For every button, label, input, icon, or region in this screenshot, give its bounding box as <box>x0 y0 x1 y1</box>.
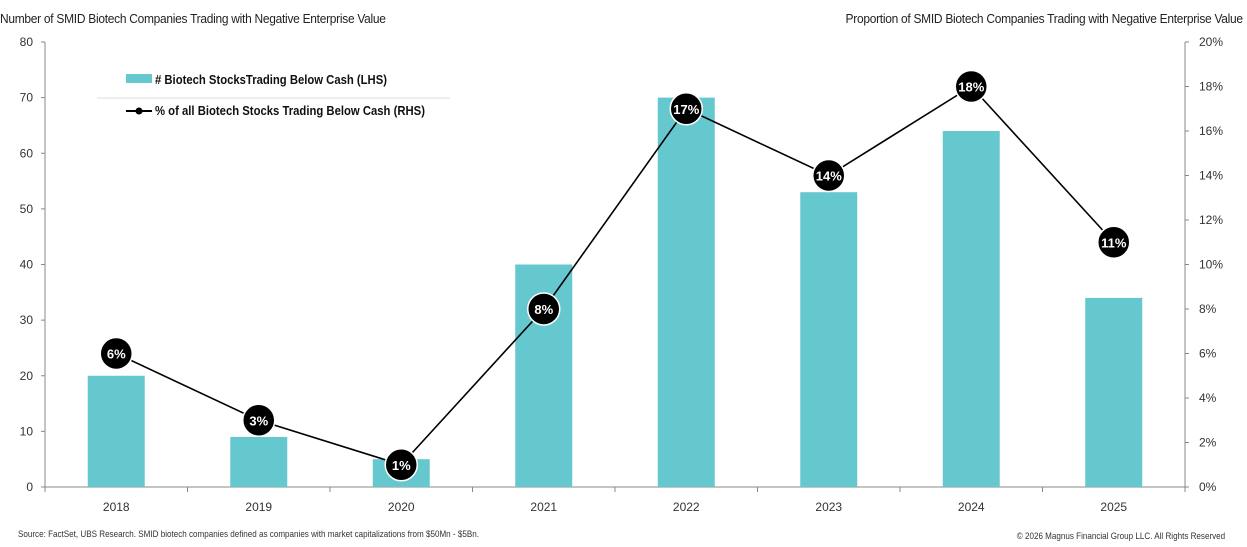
line-point-2025 <box>1097 225 1131 259</box>
bar-2025 <box>1085 297 1143 487</box>
line-point-2023 <box>812 158 846 193</box>
data-label: 18% <box>958 80 984 95</box>
source-note: Source: FactSet, UBS Research. SMID biot… <box>18 529 479 540</box>
x-tick-label: 2020 <box>388 500 415 514</box>
data-label: 3% <box>249 413 268 428</box>
right-tick-label: 4% <box>1199 391 1217 405</box>
right-tick-label: 12% <box>1199 213 1223 227</box>
right-tick-label: 0% <box>1199 480 1217 494</box>
data-label: 17% <box>673 102 699 117</box>
data-label: 14% <box>816 169 842 184</box>
legend-line-marker <box>135 107 143 115</box>
bar-2023 <box>800 192 858 487</box>
right-tick-label: 20% <box>1199 35 1223 49</box>
percent-line <box>115 85 1115 466</box>
x-tick-label: 2021 <box>530 500 557 514</box>
left-tick-label: 50 <box>20 202 34 216</box>
x-tick-label: 2019 <box>245 500 272 514</box>
line-point-2019 <box>242 403 276 437</box>
data-label: 1% <box>392 458 411 473</box>
right-axis-title: Proportion of SMID Biotech Companies Tra… <box>845 11 1244 26</box>
data-label: 6% <box>107 347 126 362</box>
x-tick-label: 2018 <box>103 500 130 514</box>
x-tick-label: 2023 <box>815 500 842 514</box>
left-tick-label: 20 <box>20 369 34 383</box>
legend-line-label: % of all Biotech Stocks Trading Below Ca… <box>155 104 425 118</box>
right-tick-label: 16% <box>1199 124 1223 138</box>
line-point-2018 <box>99 336 133 371</box>
x-tick-label: 2022 <box>673 500 700 514</box>
right-tick-label: 18% <box>1199 80 1223 94</box>
left-tick-label: 60 <box>20 146 34 160</box>
bar-2019 <box>230 436 288 487</box>
x-tick-label: 2024 <box>958 500 985 514</box>
legend-bar-label: # Biotech StocksTrading Below Cash (LHS) <box>155 73 387 87</box>
left-axis-title: Number of SMID Biotech Companies Trading… <box>0 11 386 26</box>
line-point-2024 <box>954 69 988 104</box>
bar-2022 <box>657 97 715 487</box>
right-tick-label: 8% <box>1199 302 1217 316</box>
right-tick-label: 6% <box>1199 347 1217 361</box>
right-tick-label: 14% <box>1199 169 1223 183</box>
bar-2024 <box>942 131 1000 487</box>
left-tick-label: 40 <box>20 258 34 272</box>
line-point-2022 <box>669 92 703 126</box>
right-tick-label: 10% <box>1199 258 1223 272</box>
right-tick-label: 2% <box>1199 436 1217 450</box>
x-tick-label: 2025 <box>1100 500 1127 514</box>
legend-bar-swatch <box>126 74 152 83</box>
left-tick-label: 80 <box>20 35 34 49</box>
copyright: © 2026 Magnus Financial Group LLC. All R… <box>1016 531 1225 542</box>
data-label: 8% <box>534 302 553 317</box>
left-tick-label: 70 <box>20 91 34 105</box>
bar-2018 <box>87 375 145 487</box>
data-label: 11% <box>1101 235 1127 250</box>
left-tick-label: 10 <box>20 424 34 438</box>
left-tick-label: 0 <box>26 480 33 494</box>
line-point-2021 <box>527 292 561 326</box>
left-tick-label: 30 <box>20 313 34 327</box>
line-point-2020 <box>384 448 418 482</box>
